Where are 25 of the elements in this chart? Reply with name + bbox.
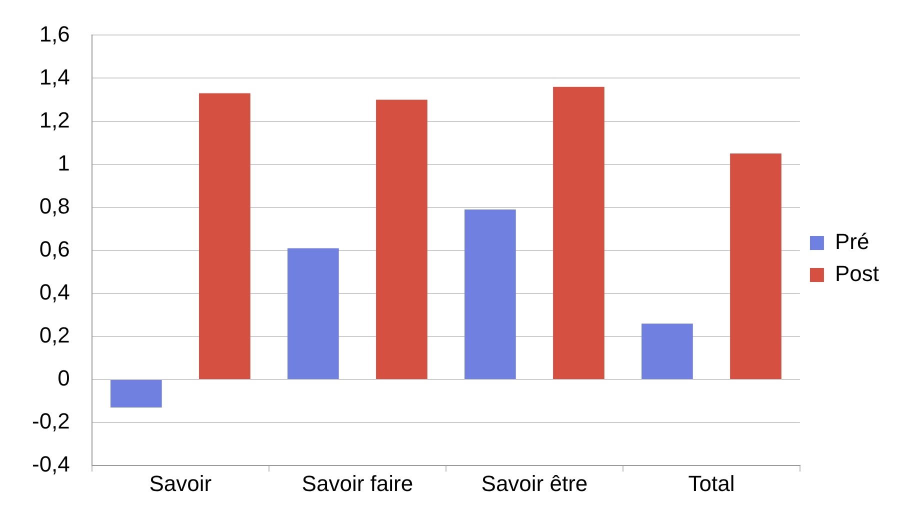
y-tick-label: 0 (58, 366, 70, 391)
y-tick-label: -0,4 (32, 452, 70, 477)
bar (376, 100, 428, 380)
bar (464, 210, 516, 380)
y-tick-label: 1,2 (39, 107, 70, 132)
y-tick-label: 0,4 (39, 280, 70, 305)
bar (288, 248, 339, 380)
bar (553, 86, 604, 380)
bar (642, 324, 693, 380)
bar (110, 380, 162, 408)
x-tick-label: Savoir être (481, 470, 588, 496)
y-tick-label: 0,6 (39, 236, 70, 262)
legend-label: Post (834, 261, 880, 286)
y-tick-label: 1 (58, 150, 70, 176)
x-tick-label: Savoir faire (302, 470, 414, 496)
y-tick-label: -0,2 (32, 408, 70, 434)
y-tick-label: 0,8 (39, 193, 70, 218)
y-tick-label: 1,6 (39, 21, 70, 46)
x-tick-label: Total (688, 470, 735, 496)
x-tick-label: Savoir (149, 470, 212, 496)
y-tick-label: 0,2 (39, 322, 70, 348)
legend-label: Pré (834, 229, 870, 254)
bar (199, 93, 250, 380)
bar (730, 154, 782, 380)
y-tick-label: 1,4 (39, 64, 70, 90)
